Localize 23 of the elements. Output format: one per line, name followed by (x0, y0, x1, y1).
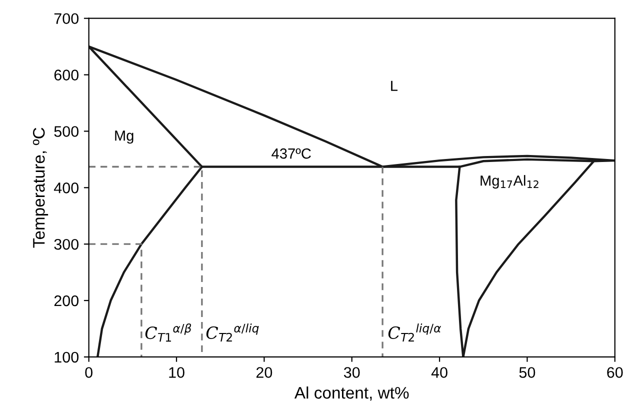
y-tick-label: 700 (54, 13, 79, 24)
x-axis-title: Al content, wt% (294, 386, 409, 401)
y-tick-label: 300 (54, 238, 79, 250)
annotation: Mg$_{17}$Al$_{12}$ (480, 175, 538, 189)
x-tick-label: 40 (431, 367, 448, 378)
x-tick-label: 50 (519, 367, 536, 378)
annotation: Mg (115, 130, 134, 144)
y-tick-label: 100 (54, 352, 79, 363)
annotation: C$_{T2}$$^{α/liq}$ (206, 324, 259, 342)
x-tick-label: 20 (256, 367, 272, 378)
annotation: C$_{T2}$$^{liq/α}$ (388, 324, 442, 342)
y-tick-label: 500 (54, 126, 79, 137)
y-tick-label: 200 (54, 295, 79, 306)
y-tick-label: 600 (54, 70, 79, 80)
annotation: L (391, 80, 398, 91)
annotation: 437ºC (272, 148, 311, 159)
y-tick-label: 400 (54, 182, 79, 194)
x-tick-label: 10 (169, 367, 184, 378)
annotation: C$_{T1}$$^{α/β}$ (145, 324, 192, 342)
x-tick-label: 30 (344, 367, 360, 378)
x-tick-label: 0 (85, 367, 92, 378)
x-tick-label: 60 (607, 367, 623, 378)
y-axis-title: Temperature, ºC (32, 128, 48, 248)
